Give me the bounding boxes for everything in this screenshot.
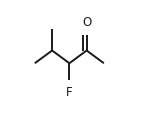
Text: F: F: [66, 86, 73, 99]
Text: O: O: [82, 16, 91, 29]
